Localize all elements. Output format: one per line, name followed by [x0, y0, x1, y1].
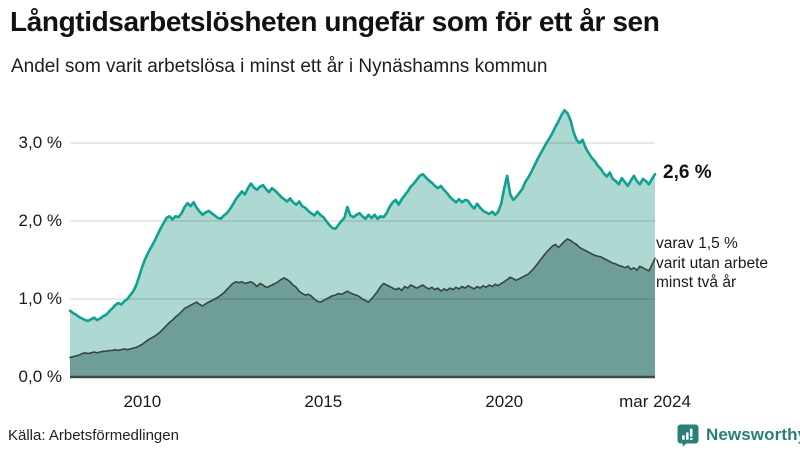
y-axis-label: 0,0 %: [18, 367, 62, 386]
y-axis-label: 3,0 %: [18, 133, 62, 152]
x-axis-label: 2010: [123, 392, 162, 411]
newsworthy-brand: Newsworthy: [676, 422, 800, 448]
y-axis-label: 1,0 %: [18, 289, 62, 308]
subset-annotation-line: varit utan arbete: [656, 254, 769, 272]
series-line: [68, 108, 657, 323]
series-area: [70, 238, 655, 377]
total-value-annotation: 2,6 %: [663, 162, 712, 183]
series-line: [69, 238, 656, 359]
x-axis-label: mar 2024: [619, 392, 691, 411]
subset-annotation-line: minst två år: [656, 274, 737, 291]
chart-subtitle: Andel som varit arbetslösa i minst ett å…: [11, 56, 548, 77]
newsworthy-brand-name: Newsworthy: [706, 425, 800, 444]
newsworthy-logo-icon: [677, 424, 699, 447]
y-axis-label: 2,0 %: [18, 211, 62, 230]
source-credit: Källa: Arbetsförmedlingen: [8, 427, 179, 444]
page-title: Långtidsarbetslösheten ungefär som för e…: [10, 6, 660, 37]
subset-annotation-line: varav 1,5 %: [656, 235, 738, 252]
x-axis-label: 2020: [485, 392, 524, 411]
subset-value-annotation: varav 1,5 % varit utan arbete minst två …: [656, 234, 768, 293]
x-axis-label: 2015: [304, 392, 343, 411]
